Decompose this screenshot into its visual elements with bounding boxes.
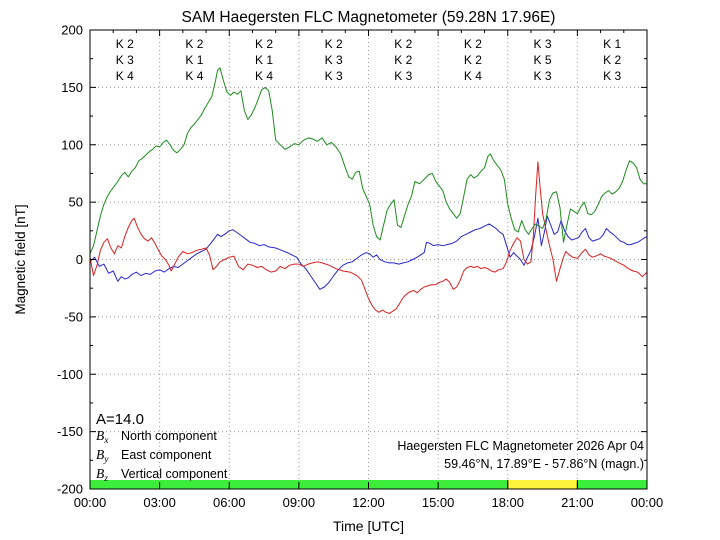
k-index-label-east: K 3 — [325, 53, 343, 67]
series-line-east — [89, 161, 648, 314]
x-tick-label: 06:00 — [213, 495, 246, 510]
x-tick-label: 21:00 — [561, 495, 594, 510]
k-index-label-north: K 2 — [185, 37, 203, 51]
series-line-vertical — [89, 67, 648, 255]
y-tick-label: 200 — [61, 23, 83, 38]
k-index-label-vertical: K 4 — [185, 69, 203, 83]
legend-symbol-subscript: x — [103, 436, 109, 446]
k-index-label-north: K 2 — [394, 37, 412, 51]
k-index-label-vertical: K 3 — [603, 69, 621, 83]
legend-label-north: North component — [121, 429, 217, 443]
grid-lines — [90, 30, 647, 489]
a-index-annotation: A=14.0 — [96, 411, 144, 428]
k-index-label-vertical: K 4 — [116, 69, 134, 83]
chart-title: SAM Haegersten FLC Magnetometer (59.28N … — [182, 9, 556, 26]
activity-bar-segment — [577, 480, 647, 489]
y-tick-label: -150 — [57, 424, 83, 439]
x-tick-label: 09:00 — [283, 495, 316, 510]
x-tick-label: 00:00 — [74, 495, 107, 510]
k-index-label-vertical: K 3 — [325, 69, 343, 83]
legend-symbol-subscript: z — [103, 474, 108, 484]
y-tick-label: 150 — [61, 80, 83, 95]
k-index-label-east: K 1 — [185, 53, 203, 67]
k-index-label-north: K 2 — [255, 37, 273, 51]
k-index-label-east: K 2 — [464, 53, 482, 67]
y-tick-label: 100 — [61, 137, 83, 152]
station-info-line1: Haegersten FLC Magnetometer 2026 Apr 04 — [397, 439, 644, 453]
x-tick-label: 12:00 — [352, 495, 385, 510]
legend-symbol-letter: B — [96, 447, 104, 462]
k-index-label-vertical: K 4 — [464, 69, 482, 83]
legend-symbol-east: By — [96, 447, 109, 465]
k-index-label-north: K 2 — [325, 37, 343, 51]
x-tick-label: 18:00 — [491, 495, 524, 510]
k-index-label-east: K 1 — [255, 53, 273, 67]
y-tick-label: -200 — [57, 482, 83, 497]
x-axis-label: Time [UTC] — [333, 518, 404, 534]
legend-symbol-letter: B — [96, 428, 104, 443]
k-index-label-east: K 3 — [116, 53, 134, 67]
k-index-label-east: K 2 — [603, 53, 621, 67]
legend-symbol-north: Bx — [96, 428, 109, 446]
legend-symbol-letter: B — [96, 466, 104, 481]
legend-label-east: East component — [121, 448, 212, 462]
y-tick-label: -50 — [64, 309, 83, 324]
k-index-label-east: K 5 — [534, 53, 552, 67]
k-index-label-vertical: K 4 — [255, 69, 273, 83]
axis-ticks — [90, 29, 647, 490]
k-index-label-east: K 2 — [394, 53, 412, 67]
k-index-label-north: K 3 — [534, 37, 552, 51]
k-index-label-vertical: K 3 — [534, 69, 552, 83]
k-index-table: K 2 K 3 K 4 K 2 K 1 K 4 K 2 K 1 K 4 K 2 K 3 K 3 K 2 K… — [116, 37, 622, 83]
legend-symbol-vertical: Bz — [96, 466, 108, 484]
k-index-label-vertical: K 3 — [394, 69, 412, 83]
y-tick-label: 50 — [69, 195, 83, 210]
k-index-label-north: K 2 — [116, 37, 134, 51]
k-index-label-north: K 1 — [603, 37, 621, 51]
activity-bar-segment — [507, 480, 578, 489]
y-tick-label: -100 — [57, 367, 83, 382]
x-tick-label: 15:00 — [422, 495, 455, 510]
x-tick-label: 03:00 — [143, 495, 176, 510]
y-tick-label: 0 — [76, 252, 83, 267]
k-index-label-north: K 2 — [464, 37, 482, 51]
station-info-line2: 59.46°N, 17.89°E - 57.86°N (magn.) — [444, 457, 644, 471]
series-line-north — [89, 215, 648, 290]
legend-label-vertical: Vertical component — [121, 467, 228, 481]
legend-symbol-subscript: y — [103, 455, 109, 465]
y-axis-label: Magnetic field [nT] — [13, 204, 28, 314]
x-tick-label: 00:00 — [631, 495, 664, 510]
